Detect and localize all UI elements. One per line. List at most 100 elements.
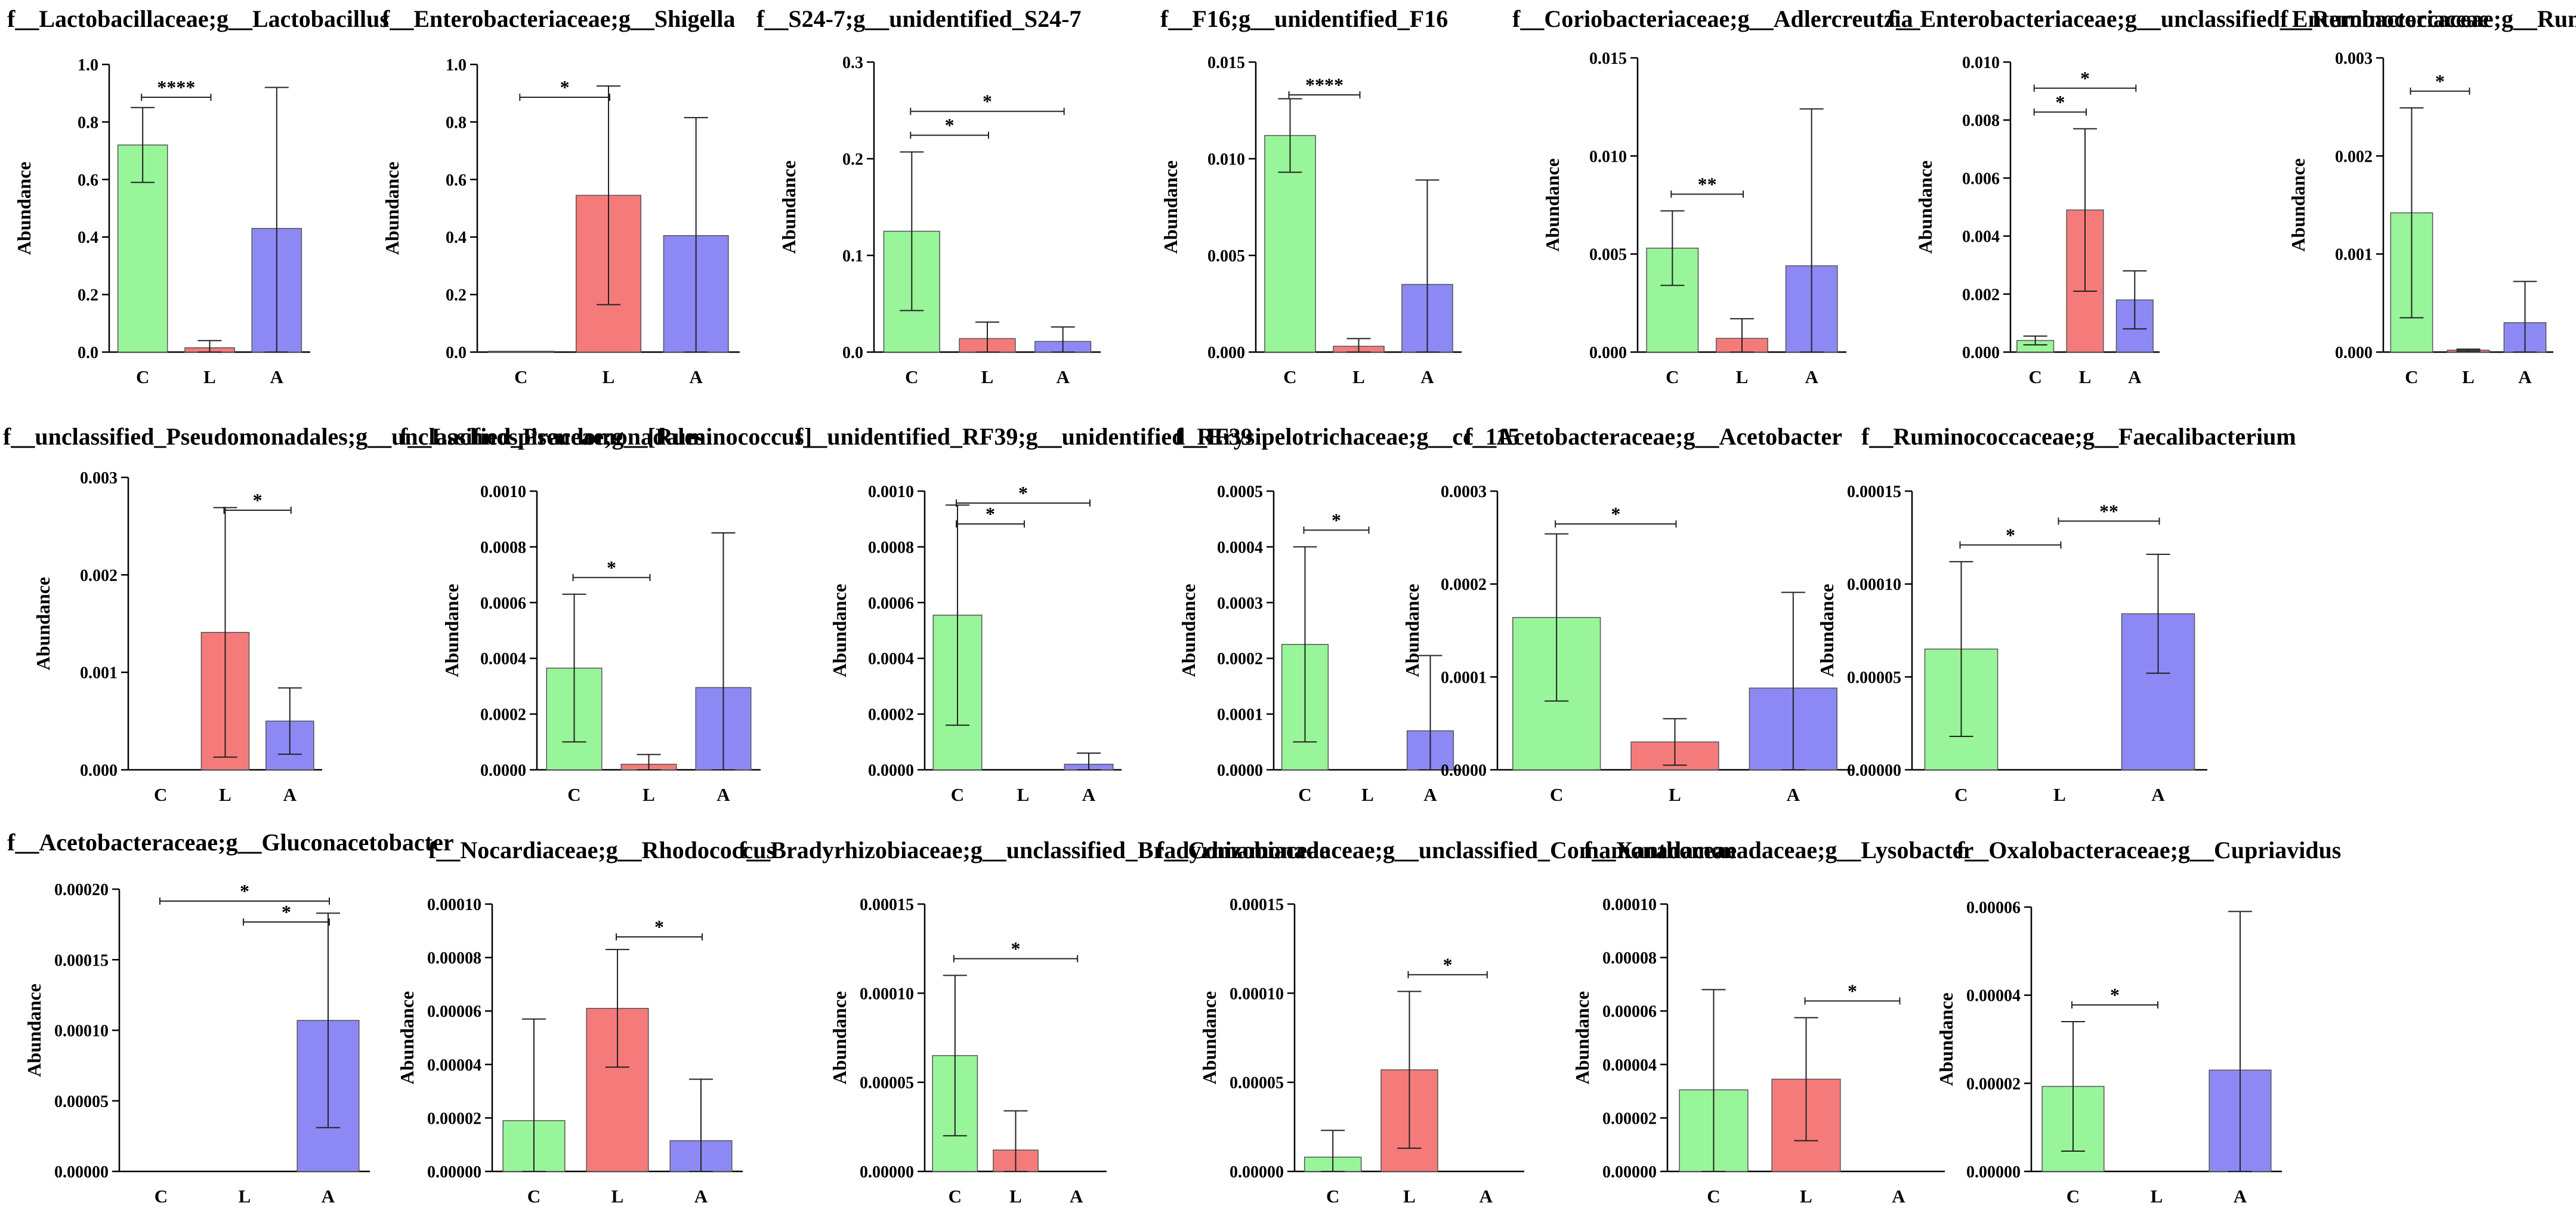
significance-label: *	[2110, 984, 2120, 1006]
x-category-label: A	[1420, 366, 1434, 387]
chart-panel: f__Ruminococcaceae;g__Ruminococcus Abunda…	[2280, 5, 2576, 387]
y-tick-label: 0.010	[1962, 54, 2000, 72]
y-tick-label: 0.0004	[868, 650, 914, 668]
y-tick-label: 0.0004	[1217, 538, 1263, 557]
y-tick-label: 0.00000	[1847, 761, 1901, 780]
x-category-label: A	[1056, 366, 1070, 387]
chart-title: f__Lachnospiraceae;g__[Ruminococcus]	[400, 423, 812, 450]
y-tick-label: 0.0002	[480, 706, 526, 724]
y-tick-label: 0.003	[80, 469, 118, 488]
y-tick-label: 0.010	[1589, 147, 1627, 166]
significance-label: *	[986, 503, 995, 525]
x-category-label: L	[1009, 1186, 1022, 1207]
significance-label: *	[1611, 503, 1620, 525]
chart-title: f__Erysipelotrichaceae;g__cc_115	[1175, 423, 1520, 450]
y-tick-label: 0.00008	[427, 949, 481, 968]
y-tick-label: 0.0008	[480, 538, 526, 557]
significance-label: *	[282, 901, 291, 923]
y-tick-label: 0.00000	[1602, 1163, 1657, 1182]
y-tick-label: 0.0000	[1217, 761, 1263, 780]
x-category-label: L	[2053, 784, 2066, 805]
y-axis-label: Abundance	[1160, 161, 1181, 254]
x-category-label: L	[1361, 784, 1374, 805]
y-tick-label: 0.00002	[1602, 1109, 1657, 1128]
chart-title: f__unclassified_Pseudomonadales;g__uncla…	[3, 423, 705, 450]
y-tick-label: 0.00015	[1230, 896, 1284, 914]
chart-title: f__unidentified_RF39;g__unidentified_RF3…	[795, 423, 1253, 450]
x-category-label: C	[2028, 366, 2041, 387]
chart-panel: f__F16;g__unidentified_F16 Abundance 0.000…	[1160, 5, 1462, 387]
y-tick-label: 0.015	[1207, 54, 1245, 72]
y-tick-label: 0.4	[446, 229, 467, 247]
y-tick-label: 0.0001	[1441, 668, 1487, 687]
y-tick-label: 0.00000	[860, 1163, 914, 1182]
y-tick-label: 0.000	[1207, 344, 1245, 362]
x-category-label: C	[951, 784, 964, 805]
y-tick-label: 0.00010	[1847, 576, 1901, 594]
x-category-label: L	[1017, 784, 1030, 805]
y-tick-label: 0.00002	[427, 1109, 481, 1128]
y-tick-label: 0.0002	[1441, 576, 1487, 594]
y-tick-label: 0.000	[1589, 344, 1627, 362]
x-category-label: A	[322, 1186, 335, 1207]
y-axis-label: Abundance	[1542, 158, 1563, 252]
y-tick-label: 0.005	[1207, 247, 1245, 266]
chart-title: f__Comamonadaceae;g__unclassified_Comamo…	[1156, 837, 1737, 863]
chart-panel: f__Acetobacteraceae;g__Gluconacetobacter…	[7, 829, 454, 1207]
x-category-label: A	[716, 784, 730, 805]
y-tick-label: 0.002	[80, 566, 118, 585]
y-tick-label: 0.00015	[54, 951, 109, 970]
x-category-label: L	[1352, 366, 1365, 387]
significance-label: **	[1698, 173, 1717, 195]
y-axis-label: Abundance	[1816, 584, 1837, 677]
y-axis-label: Abundance	[1935, 992, 1957, 1086]
y-tick-label: 0.00002	[1966, 1075, 2021, 1093]
chart-title: f__Lactobacillaceae;g__Lactobacillus	[7, 5, 389, 32]
x-category-label: A	[689, 366, 703, 387]
x-category-label: L	[981, 366, 994, 387]
significance-label: *	[1018, 482, 1028, 504]
x-category-label: A	[1787, 784, 1800, 805]
y-tick-label: 0.0	[78, 344, 98, 362]
y-tick-label: 0.6	[78, 171, 98, 190]
y-tick-label: 0.6	[446, 171, 467, 190]
chart-panel: f__Erysipelotrichaceae;g__cc_115 Abundanc…	[1175, 423, 1520, 805]
chart-title: f__F16;g__unidentified_F16	[1160, 5, 1448, 32]
significance-label: *	[2435, 70, 2445, 92]
y-tick-label: 0.008	[1962, 112, 2000, 130]
y-tick-label: 1.0	[78, 56, 98, 75]
chart-title: f__S24-7;g__unidentified_S24-7	[756, 5, 1082, 32]
y-tick-label: 0.001	[80, 664, 118, 683]
y-tick-label: 0.00008	[1602, 949, 1657, 968]
x-category-label: C	[2067, 1186, 2080, 1207]
y-axis-label: Abundance	[2287, 158, 2309, 252]
x-category-label: A	[1892, 1186, 1905, 1207]
y-tick-label: 1.0	[446, 56, 467, 75]
chart-panel: f__Xanthomonadaceae;g__Lysobacter Abundan…	[1571, 837, 1973, 1207]
chart-panel: f__S24-7;g__unidentified_S24-7 Abundance 0…	[756, 5, 1101, 387]
x-category-label: C	[567, 784, 580, 805]
x-category-label: A	[1082, 784, 1096, 805]
chart-panel: f__Oxalobacteraceae;g__Cupriavidus Abunda…	[1935, 837, 2341, 1207]
significance-label: ****	[1305, 74, 1343, 95]
y-axis-label: Abundance	[778, 161, 799, 254]
bar-C	[488, 350, 554, 353]
y-tick-label: 0.00000	[54, 1163, 109, 1182]
y-axis-label: Abundance	[32, 577, 54, 671]
chart-panel: f__Coriobacteriaceae;g__Adlercreutzia Abu…	[1512, 5, 1913, 387]
significance-label: *	[1011, 937, 1021, 959]
x-category-label: L	[1669, 784, 1681, 805]
y-tick-label: 0.0010	[868, 483, 914, 501]
y-tick-label: 0.0	[446, 344, 467, 362]
y-tick-label: 0.000	[80, 761, 118, 780]
y-tick-label: 0.006	[1962, 169, 2000, 188]
x-category-label: A	[270, 366, 284, 387]
x-category-label: A	[1805, 366, 1818, 387]
x-category-label: L	[203, 366, 216, 387]
y-tick-label: 0.00010	[1602, 896, 1657, 914]
y-axis-label: Abundance	[1178, 584, 1199, 677]
y-tick-label: 0.0005	[1217, 483, 1263, 501]
chart-panel: f__unidentified_RF39;g__unidentified_RF3…	[795, 423, 1253, 805]
chart-title: f__Bradyrhizobiaceae;g__unclassified_Bra…	[739, 837, 1330, 863]
